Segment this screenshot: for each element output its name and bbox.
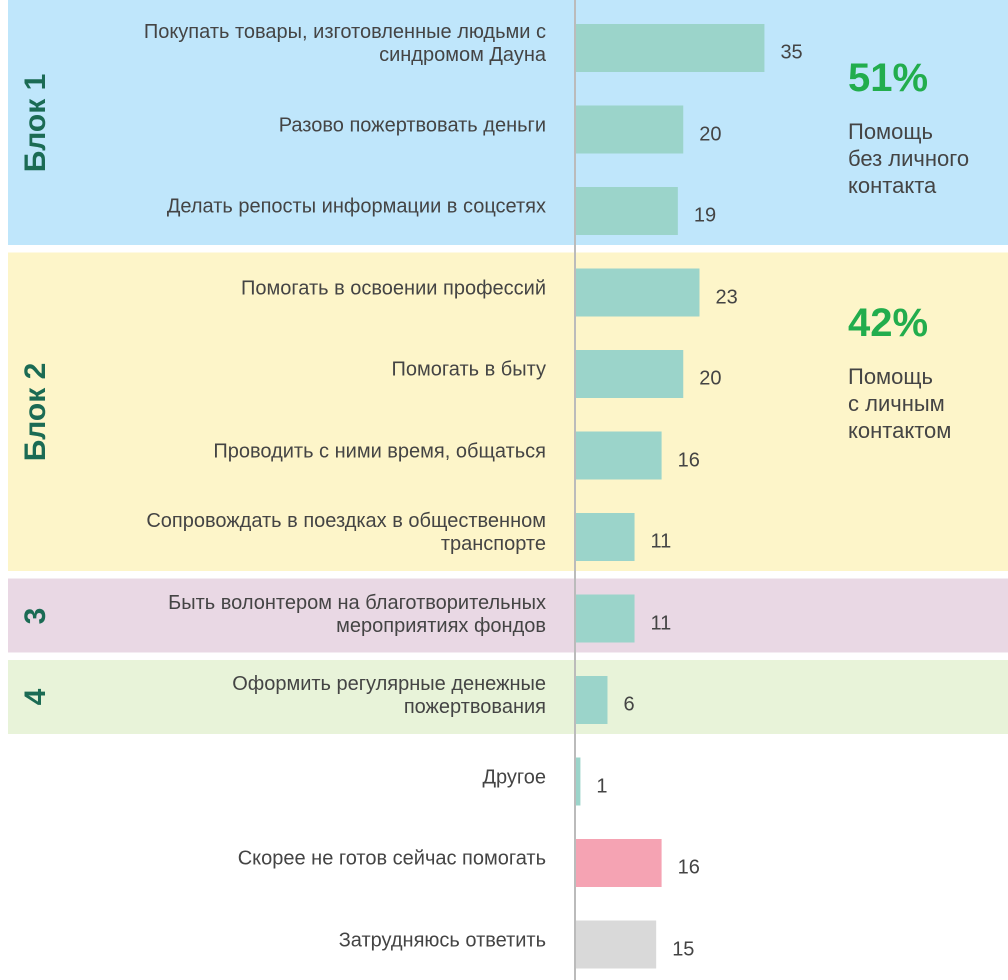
value-label: 11 [650, 530, 672, 553]
value-label: 35 [780, 41, 803, 64]
category-label: Разово пожертвовать деньги [278, 114, 546, 136]
value-label: 20 [699, 123, 722, 145]
block-share: 51% [848, 56, 929, 100]
bar [576, 105, 684, 154]
category-label: Скорее не готов сейчас помогать [237, 847, 546, 870]
block-note: Помощь без личного контакта [848, 119, 970, 198]
value-label: 1 [596, 775, 608, 797]
bar [576, 839, 662, 887]
bar [576, 757, 581, 806]
value-label: 16 [677, 449, 700, 471]
block-background [8, 578, 1008, 653]
category-label: Делать репосты информации в соцсетях [166, 195, 546, 218]
value-label: 6 [623, 693, 635, 716]
bar [576, 676, 608, 724]
value-label: 11 [650, 612, 672, 634]
value-label: 23 [715, 286, 738, 308]
category-label: Помогать в освоении профессий [241, 277, 546, 299]
bar [576, 268, 700, 317]
bar [576, 187, 678, 235]
category-label: Другое [482, 766, 546, 788]
category-label: Затрудняюсь ответить [338, 929, 546, 951]
category-label: Проводить с ними время, общаться [213, 440, 546, 462]
value-label: 16 [677, 856, 700, 879]
block-share: 42% [848, 300, 929, 345]
bar [576, 24, 765, 72]
category-label: Быть волонтером на благотворительных мер… [168, 591, 546, 637]
category-label: Помогать в быту [391, 358, 546, 381]
bar [576, 431, 662, 480]
block-note: Помощь с личным контактом [848, 363, 952, 443]
block-background [8, 660, 1008, 734]
value-label: 20 [699, 367, 722, 390]
bar [576, 594, 635, 643]
block-background [8, 252, 1008, 571]
bar [576, 350, 684, 398]
category-label: Сопровождать в поездках в общественном т… [146, 510, 546, 555]
bar [576, 920, 657, 969]
value-label: 19 [693, 204, 717, 227]
value-label: 15 [672, 938, 695, 960]
category-label: Оформить регулярные денежные пожертвован… [232, 673, 546, 718]
block-background [8, 0, 1008, 245]
bar [576, 513, 635, 561]
category-label: Покупать товары, изготовленные людьми с … [143, 21, 546, 66]
